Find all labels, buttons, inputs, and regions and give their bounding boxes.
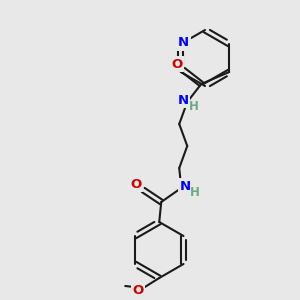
Text: H: H xyxy=(189,100,199,113)
Text: H: H xyxy=(190,187,200,200)
Text: N: N xyxy=(180,179,191,193)
Text: N: N xyxy=(178,94,189,106)
Text: O: O xyxy=(130,178,142,190)
Text: N: N xyxy=(178,37,189,50)
Text: O: O xyxy=(133,284,144,296)
Text: O: O xyxy=(172,58,183,70)
